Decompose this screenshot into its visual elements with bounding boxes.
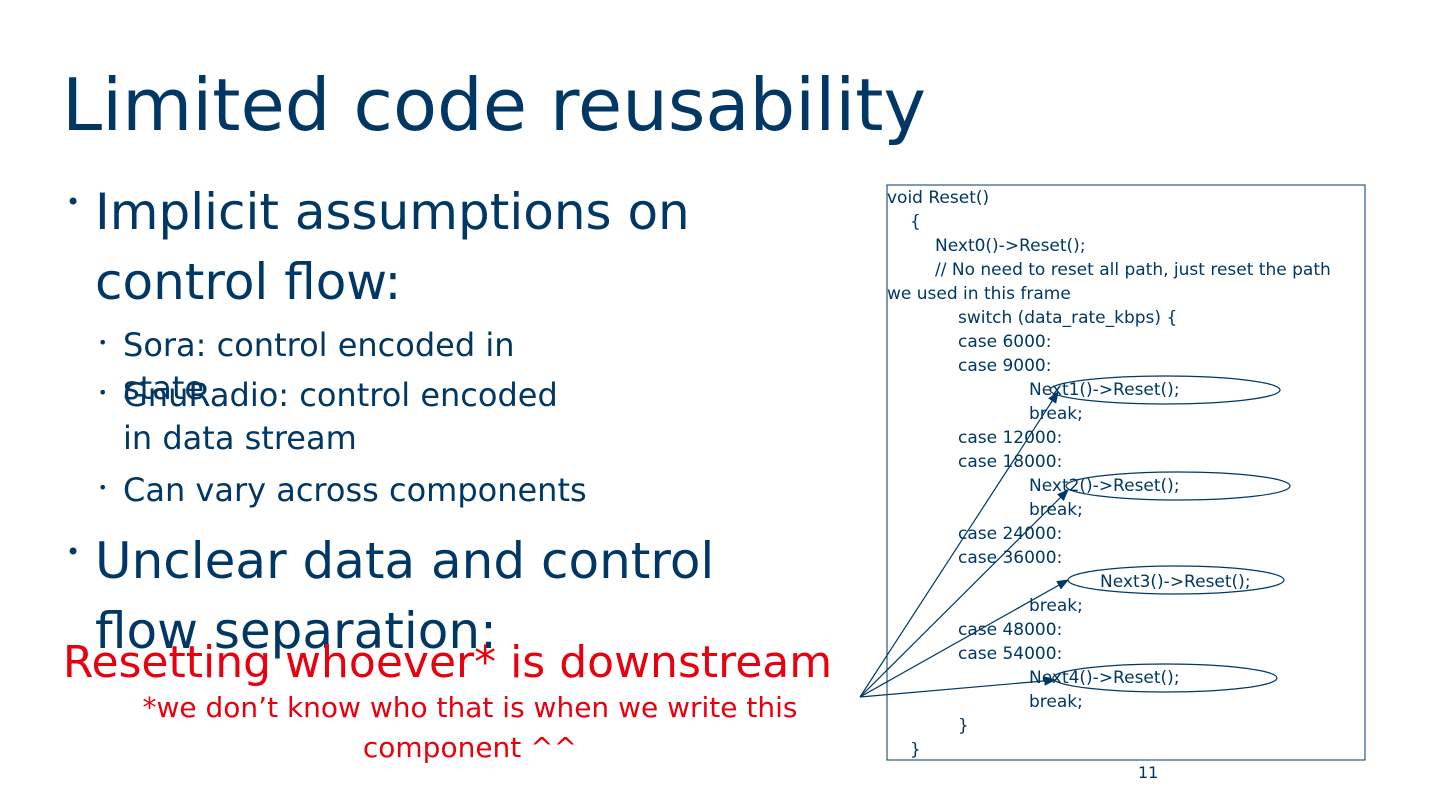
sub-bullet: Can vary across components — [123, 471, 587, 509]
bullet: Unclear data and control flow separation… — [95, 532, 715, 660]
code-line: Next3()->Reset(); — [1100, 572, 1251, 592]
arrow — [859, 390, 1059, 698]
code-line: Next0()->Reset(); — [935, 236, 1086, 256]
code-line: void Reset() — [887, 188, 990, 208]
code-line: case 9000: — [958, 356, 1052, 376]
code-line: we used in this frame — [887, 284, 1071, 304]
arrow — [859, 489, 1069, 698]
code-line: break; — [1029, 692, 1083, 712]
callout: Resetting whoever* is downstream — [62, 637, 833, 688]
code-line: Next2()->Reset(); — [1029, 476, 1180, 496]
sub-bullet: GnuRadio: control encoded in data stream — [123, 376, 558, 457]
bullet: Implicit assumptions on control flow: — [95, 183, 690, 311]
bullet-dot: • — [98, 383, 108, 402]
code-line: // No need to reset all path, just reset… — [935, 260, 1331, 280]
code-line: case 6000: — [958, 332, 1052, 352]
bullet-dot: • — [98, 333, 108, 352]
arrow — [859, 579, 1070, 698]
code-line: case 54000: — [958, 644, 1063, 664]
code-line: } — [958, 716, 969, 736]
code-line: Next1()->Reset(); — [1029, 380, 1180, 400]
title: Limited code reusability — [62, 63, 927, 147]
bullet-dot: • — [98, 478, 108, 497]
code-line: case 18000: — [958, 452, 1063, 472]
footnote: *we don’t know who that is when we write… — [142, 691, 798, 764]
bullet-dot: • — [66, 188, 81, 216]
highlight-ellipse — [1065, 471, 1291, 501]
code-line: case 12000: — [958, 428, 1063, 448]
bullet-dot: • — [66, 538, 81, 566]
code-line: break; — [1029, 596, 1083, 616]
code-line: break; — [1029, 500, 1083, 520]
code-line: case 24000: — [958, 524, 1063, 544]
highlight-ellipse — [1049, 375, 1281, 405]
code-line: break; — [1029, 404, 1083, 424]
code-line: case 36000: — [958, 548, 1063, 568]
code-box — [886, 184, 1366, 761]
code-line: } — [910, 740, 921, 760]
code-line: Next4()->Reset(); — [1029, 668, 1180, 688]
sub-bullet: Sora: control encoded in state — [123, 326, 515, 407]
page-number: 11 — [1138, 763, 1159, 782]
code-line: switch (data_rate_kbps) { — [958, 308, 1178, 328]
code-line: case 48000: — [958, 620, 1063, 640]
arrow — [859, 676, 1057, 698]
code-line: { — [910, 212, 921, 232]
